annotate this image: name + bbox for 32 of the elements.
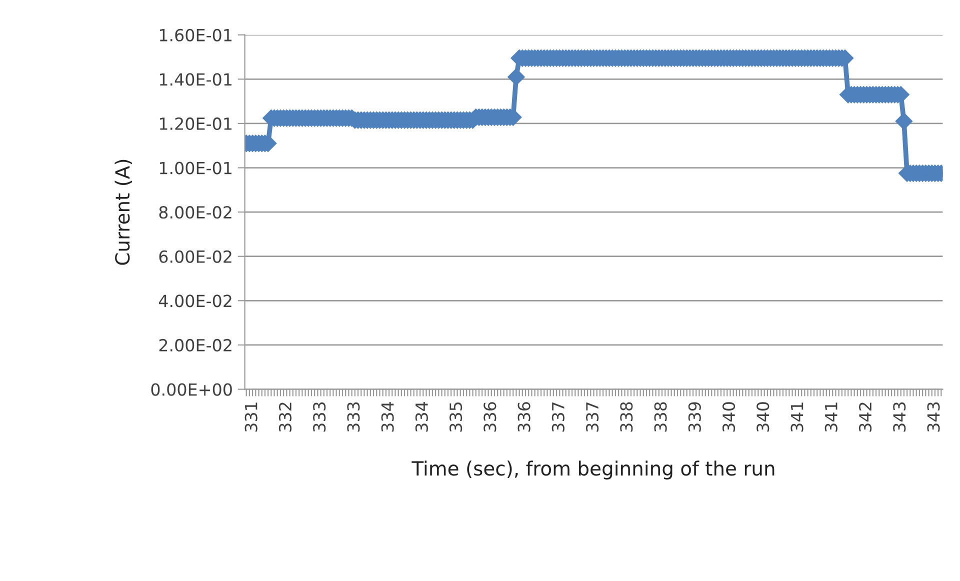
y-tick-label: 8.00E-02 (159, 206, 232, 219)
y-axis-title: Current (A) (114, 160, 132, 265)
x-tick-label: 340 (756, 402, 770, 432)
y-tick-label: 1.20E-01 (160, 117, 232, 130)
y-tick-label: 1.60E-01 (160, 28, 232, 42)
x-tick-label: 332 (278, 402, 292, 432)
x-tick-label: 334 (415, 402, 428, 432)
y-tick-label: 1.00E-01 (160, 162, 232, 174)
x-tick-label: 333 (347, 402, 360, 432)
x-tick-label: 339 (688, 402, 701, 432)
x-tick-label: 340 (722, 402, 736, 432)
x-tick-label: 341 (790, 402, 804, 432)
x-tick-label: 337 (552, 402, 564, 432)
x-tick-label: 331 (244, 402, 258, 432)
y-tick-label: 1.40E-01 (160, 73, 232, 86)
x-tick-label: 342 (858, 402, 872, 432)
x-tick-label: 334 (381, 402, 394, 432)
y-tick-label: 6.00E-02 (159, 250, 232, 263)
x-tick-label: 335 (450, 402, 462, 432)
x-tick-label: 338 (620, 402, 633, 432)
y-tick-label: 2.00E-02 (159, 338, 232, 352)
x-axis-title: Time (sec), from beginning of the run (412, 460, 774, 480)
x-tick-label: 338 (654, 402, 667, 432)
x-tick-label: 337 (586, 402, 599, 432)
x-tick-label: 343 (927, 402, 940, 432)
x-tick-label: 333 (313, 402, 326, 432)
x-tick-label: 341 (824, 402, 838, 432)
x-tick-label: 336 (518, 402, 530, 432)
y-tick-label: 4.00E-02 (158, 294, 232, 308)
x-tick-label: 336 (484, 402, 496, 432)
x-tick-label: 343 (893, 402, 906, 432)
y-tick-label: 0.00E+00 (151, 383, 232, 396)
